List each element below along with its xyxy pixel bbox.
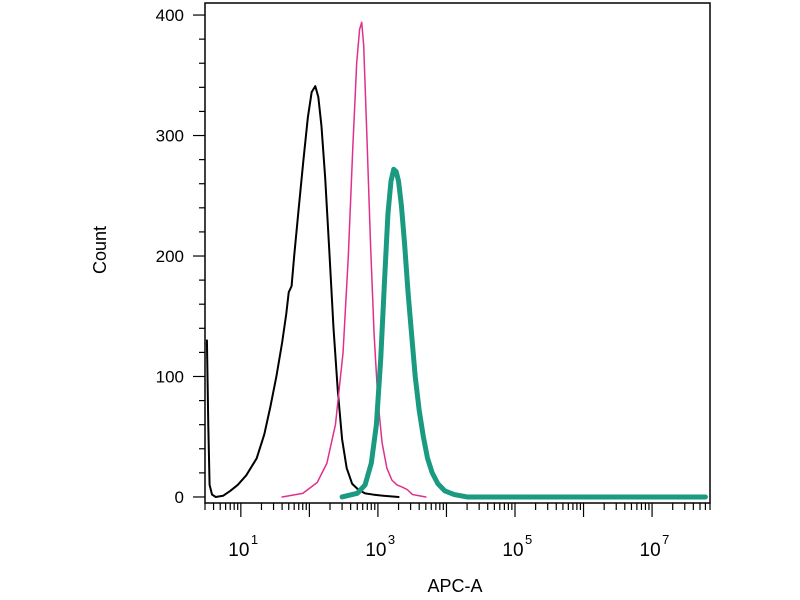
x-tick-base: 10: [365, 540, 386, 561]
x-tick-label: 105: [502, 532, 532, 561]
y-tick-label: 300: [156, 127, 184, 146]
series-line-2: [281, 21, 427, 498]
series-line-3: [339, 166, 708, 500]
series-layer: [205, 21, 708, 500]
x-tick-exponent: 7: [662, 532, 669, 547]
plot-frame: [204, 2, 711, 504]
x-tick-label: 107: [640, 532, 670, 561]
series-line-1: [205, 85, 400, 498]
y-axis: 0 100 200 300 400: [156, 6, 205, 507]
y-tick-label: 0: [175, 488, 184, 507]
y-axis-title: Count: [90, 226, 110, 274]
x-tick-base: 10: [502, 540, 523, 561]
y-tick-label: 100: [156, 367, 184, 386]
y-tick-label: 400: [156, 6, 184, 25]
x-axis-title: APC-A: [427, 576, 482, 596]
x-tick-exponent: 5: [525, 532, 532, 547]
x-tick-exponent: 3: [388, 532, 395, 547]
y-tick-label: 200: [156, 247, 184, 266]
x-tick-label: 103: [365, 532, 395, 561]
x-tick-label: 101: [228, 532, 258, 561]
x-tick-base: 10: [228, 540, 249, 561]
x-tick-base: 10: [640, 540, 661, 561]
x-tick-exponent: 1: [251, 532, 258, 547]
